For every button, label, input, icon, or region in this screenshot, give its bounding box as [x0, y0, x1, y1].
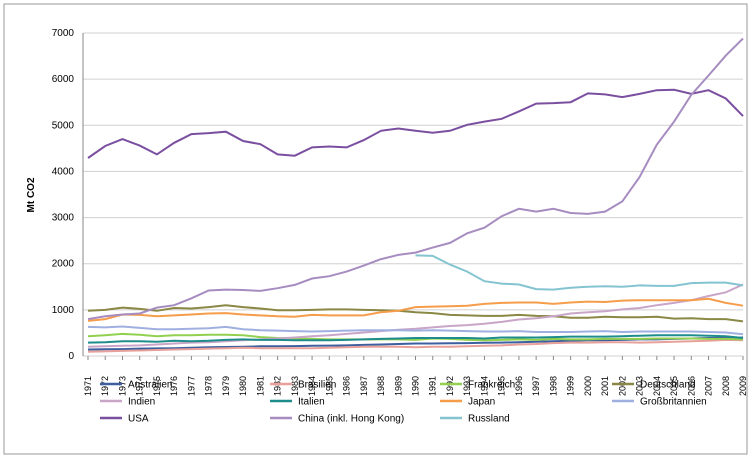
series-line: [87, 88, 744, 159]
x-tick-label: 1982: [273, 376, 283, 396]
x-tick-label: 1981: [255, 376, 265, 396]
x-tick-label: 2008: [721, 376, 731, 396]
x-tick-label: 1974: [135, 376, 145, 396]
x-tick-label: 2007: [704, 376, 714, 396]
x-tick-label: 1971: [83, 376, 93, 396]
x-tick-label: 1988: [376, 376, 386, 396]
series-line: [87, 325, 744, 336]
x-tick-label: 1989: [393, 376, 403, 396]
x-tick-label: 1986: [342, 376, 352, 396]
legend-label: Großbritannien: [640, 397, 707, 408]
y-tick-label: 1000: [52, 305, 75, 316]
x-tick-label: 1979: [221, 376, 231, 396]
y-tick-label: 4000: [52, 166, 75, 177]
legend-label: Frankreich: [468, 380, 515, 391]
legend-label: Italien: [298, 397, 325, 408]
series-line: [87, 334, 744, 344]
x-tick-label: 1993: [462, 376, 472, 396]
x-tick-label: 1985: [324, 376, 334, 396]
x-tick-label: 1977: [186, 376, 196, 396]
x-tick-label: 2003: [635, 376, 645, 396]
y-axis-label: Mt CO2: [26, 177, 37, 212]
y-tick-label: 3000: [52, 213, 75, 224]
y-tick-label: 0: [68, 351, 74, 362]
legend-label: Australien: [128, 380, 172, 391]
y-tick-label: 7000: [52, 28, 75, 39]
x-tick-label: 2005: [669, 376, 679, 396]
x-tick-label: 1994: [479, 376, 489, 396]
y-tick-label: 2000: [52, 259, 75, 270]
x-tick-label: 1995: [497, 376, 507, 396]
x-tick-label: 1996: [514, 376, 524, 396]
series-line: [87, 338, 744, 353]
x-tick-label: 1999: [566, 376, 576, 396]
y-tick-label: 5000: [52, 120, 75, 131]
x-tick-label: 1984: [307, 376, 317, 396]
x-tick-label: 1997: [531, 376, 541, 396]
legend-label: Indien: [128, 397, 155, 408]
series-line: [415, 254, 744, 291]
x-tick-label: 1972: [100, 376, 110, 396]
legend-label: Japan: [468, 397, 495, 408]
y-tick-label: 6000: [52, 74, 75, 85]
x-tick-label: 2000: [583, 376, 593, 396]
x-tick-label: 1992: [445, 376, 455, 396]
x-tick-label: 1973: [117, 376, 127, 396]
x-tick-label: 1990: [411, 376, 421, 396]
x-tick-label: 2001: [600, 376, 610, 396]
x-tick-label: 1998: [548, 376, 558, 396]
series-line: [87, 297, 744, 322]
legend-label: Brasilien: [298, 380, 336, 391]
x-tick-label: 2002: [617, 376, 627, 396]
series-line: [87, 304, 744, 323]
series-line: [87, 37, 744, 321]
x-tick-label: 1976: [169, 376, 179, 396]
legend-label: Deutschland: [640, 380, 696, 391]
x-tick-label: 2006: [686, 376, 696, 396]
x-tick-label: 1975: [152, 376, 162, 396]
series-line: [87, 283, 744, 348]
series-line: [87, 332, 744, 342]
x-tick-label: 1980: [238, 376, 248, 396]
x-tick-label: 1991: [428, 376, 438, 396]
x-tick-label: 1983: [290, 376, 300, 396]
x-tick-label: 2004: [652, 376, 662, 396]
legend-label: China (inkl. Hong Kong): [298, 414, 404, 425]
legend-label: USA: [128, 414, 149, 425]
legend-label: Russland: [468, 414, 510, 425]
x-tick-label: 1987: [359, 376, 369, 396]
x-tick-label: 2009: [738, 376, 748, 396]
x-tick-label: 1978: [204, 376, 214, 396]
